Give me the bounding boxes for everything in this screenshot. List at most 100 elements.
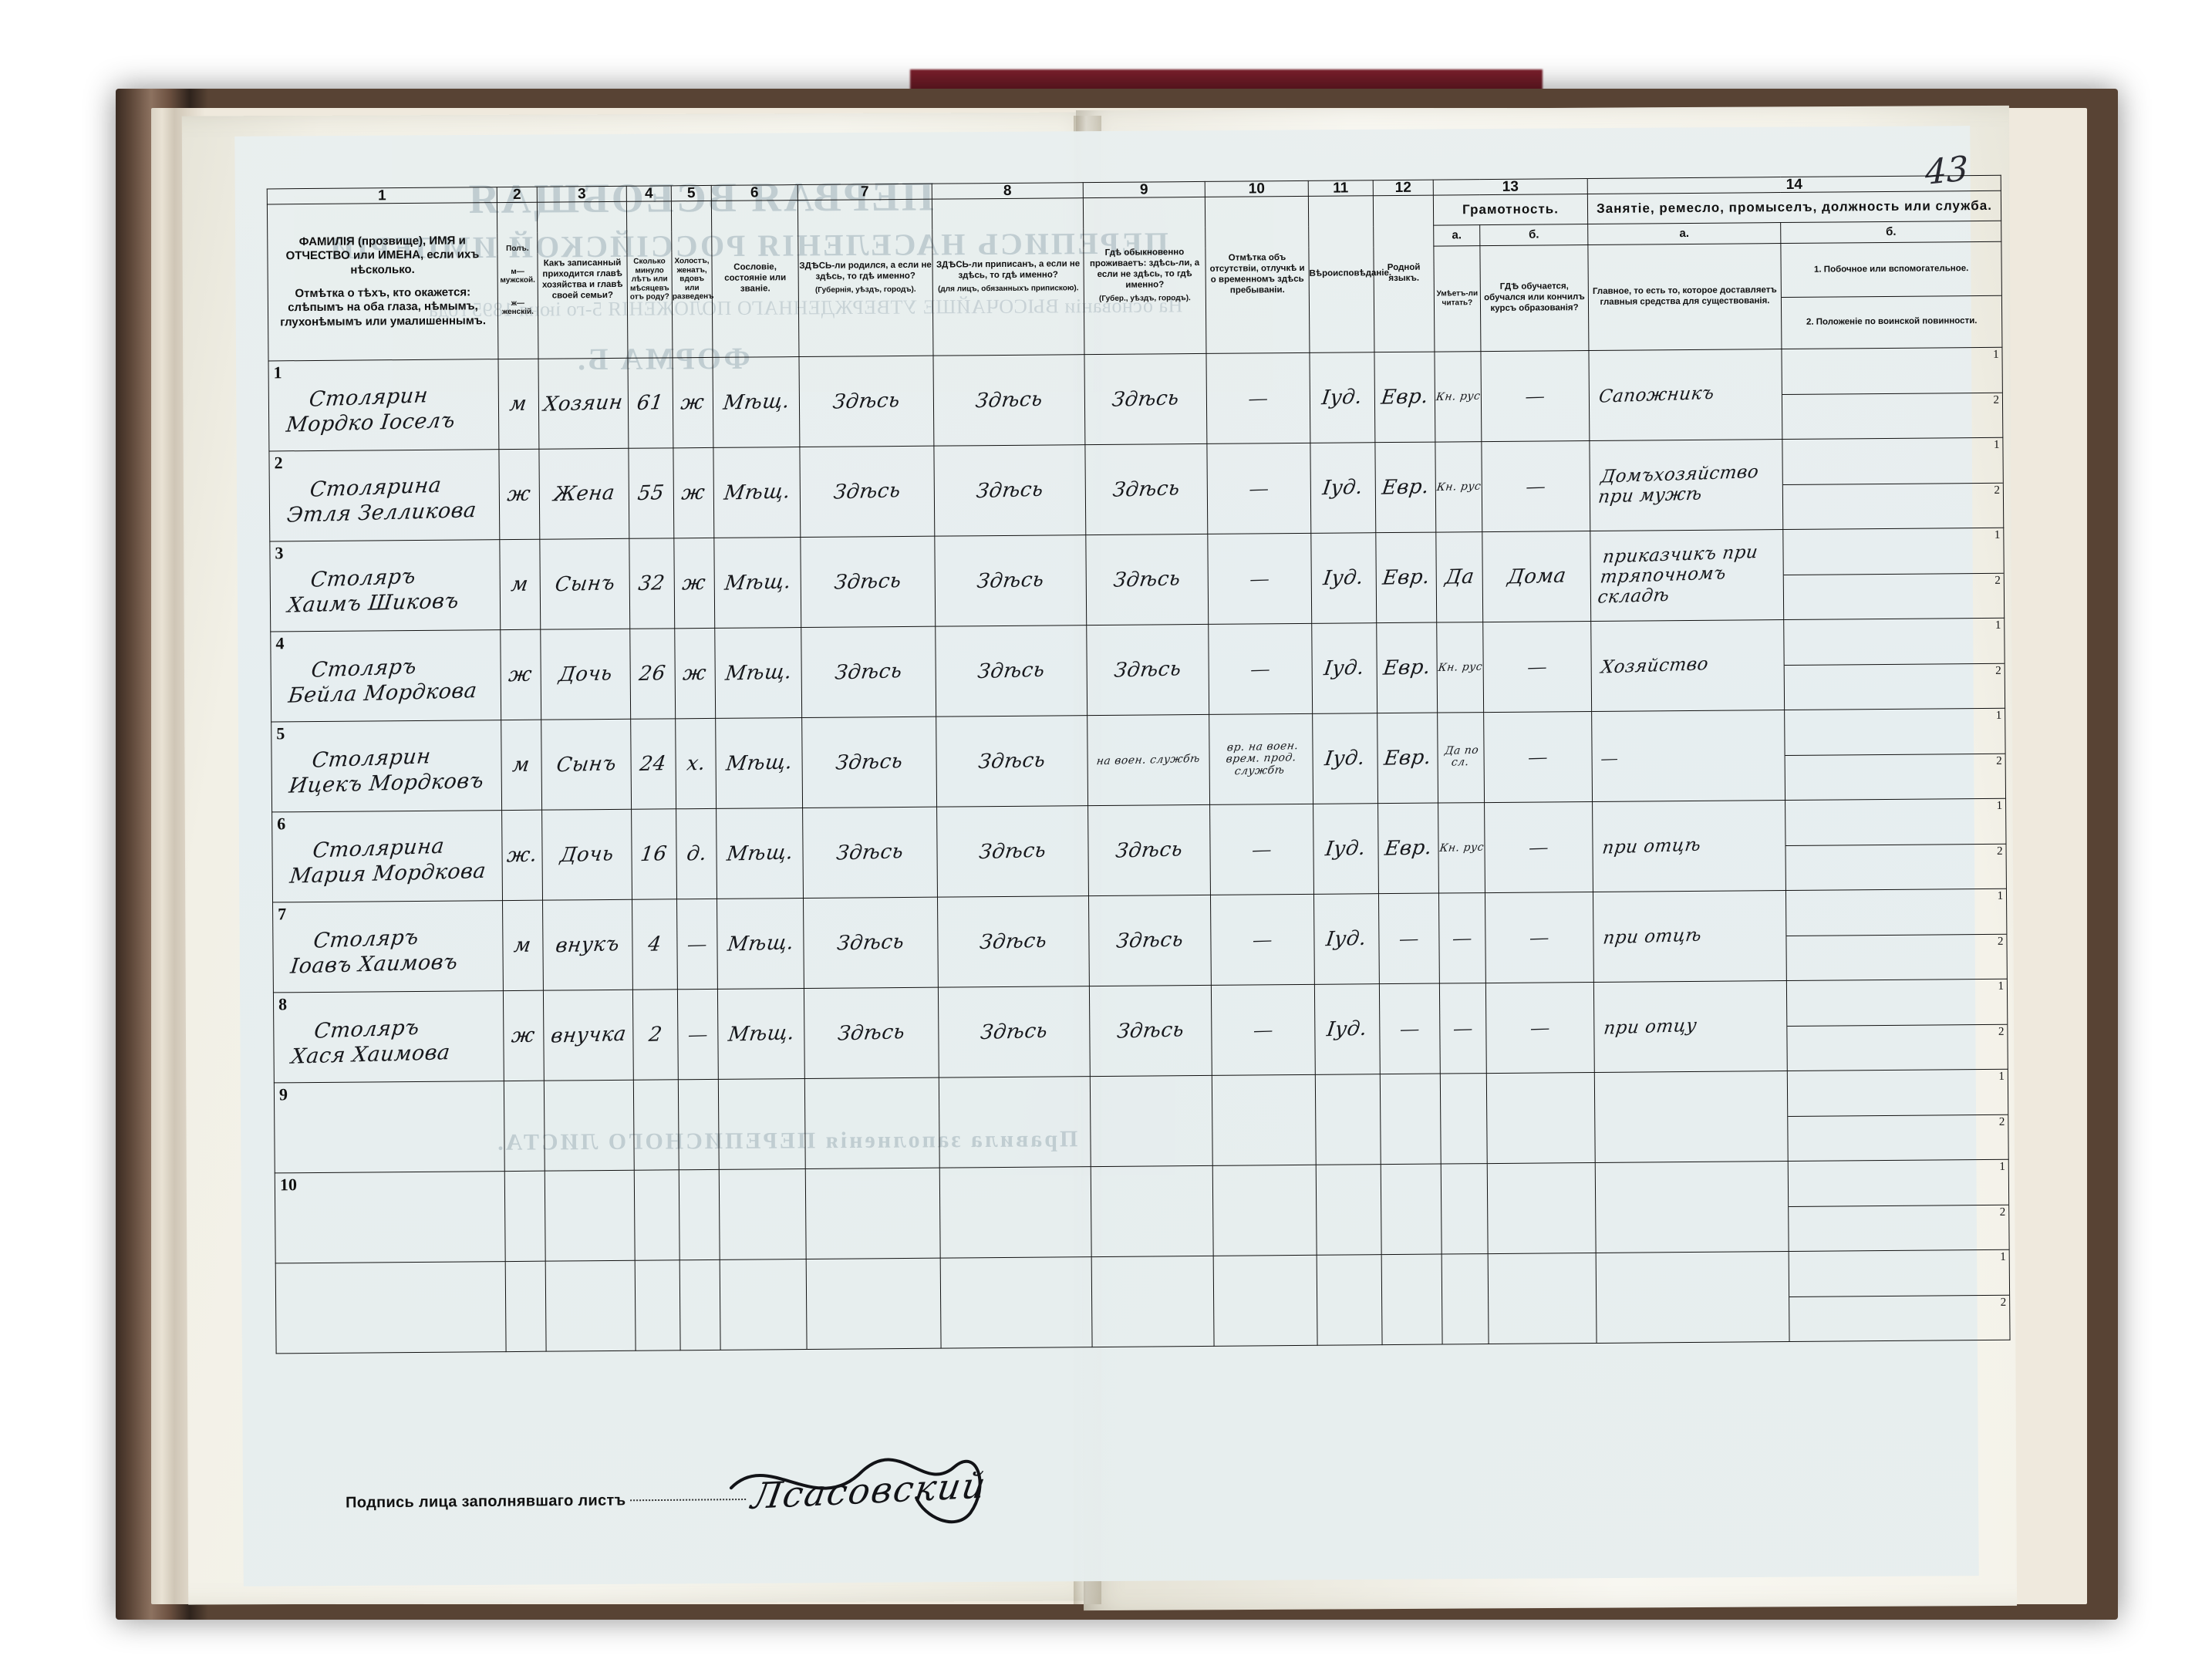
cell-absence-note[interactable]: — (1207, 533, 1312, 625)
cell-sex[interactable]: м (501, 720, 542, 811)
military-status-stripe[interactable]: 2 (1786, 933, 2007, 981)
cell-name[interactable]: 5 Столярин Ицекъ Мордковъ (271, 720, 502, 812)
cell-sex[interactable]: ж (498, 449, 540, 540)
signature-handwriting[interactable]: Лсасовский (749, 1464, 990, 1518)
cell-name[interactable]: 4 Столяръ Бейла Мордкова (270, 629, 501, 722)
cell-registered-place[interactable]: Здѣсь (938, 986, 1091, 1078)
cell-estate[interactable]: Мѣщ. (712, 356, 800, 448)
cell-name[interactable] (275, 1261, 507, 1354)
cell-religion[interactable]: Іуд. (1312, 713, 1378, 804)
military-status-stripe[interactable]: 2 (1789, 1204, 2009, 1251)
cell-literacy-school[interactable]: — (1480, 350, 1590, 442)
cell-literacy-school[interactable] (1486, 1072, 1596, 1164)
cell-absence-note[interactable] (1212, 1074, 1317, 1166)
military-status-stripe[interactable]: 2 (1782, 392, 2003, 440)
table-row[interactable]: 4 Столяръ Бейла Мордкова ж Дочь 26 ж Мѣщ. Здѣсь З… (270, 618, 2005, 722)
cell-marital-status[interactable]: — (676, 899, 718, 990)
cell-age[interactable] (634, 1169, 680, 1261)
cell-literacy-can-read[interactable]: Кн. рус (1434, 351, 1482, 443)
cell-name[interactable]: 9 (274, 1081, 505, 1173)
cell-relation[interactable]: Хозяин (538, 358, 629, 450)
military-status-stripe[interactable]: 2 (1785, 843, 2006, 891)
cell-relation[interactable]: внучка (543, 990, 634, 1081)
cell-language[interactable]: — (1378, 893, 1440, 984)
cell-marital-status[interactable]: ж (673, 538, 715, 629)
cell-birthplace[interactable]: Здѣсь (799, 446, 935, 538)
cell-occupation-main[interactable] (1594, 1071, 1789, 1163)
cell-occupation-main[interactable]: Домъхозяйство при мужѣ (1589, 439, 1783, 531)
cell-name[interactable]: 10 (275, 1171, 506, 1263)
cell-sex[interactable] (504, 1081, 545, 1172)
cell-residence[interactable]: Здѣсь (1084, 443, 1208, 535)
cell-language[interactable]: — (1379, 983, 1441, 1074)
cell-birthplace[interactable] (806, 1258, 942, 1350)
cell-occupation-main[interactable]: Сапожникъ (1588, 349, 1782, 441)
cell-language[interactable]: Евр. (1376, 622, 1438, 713)
cell-occupation-main[interactable]: при отцу (1593, 980, 1788, 1073)
military-status-stripe[interactable]: 2 (1783, 572, 2005, 620)
cell-occupation-main[interactable]: — (1591, 710, 1785, 802)
cell-residence[interactable]: Здѣсь (1085, 534, 1209, 625)
table-row[interactable]: 2 Столярина Этля Зелликова ж Жена 55 ж Мѣщ. Здѣс… (268, 437, 2004, 541)
occupation-side-stripe[interactable]: 1 (1789, 1250, 2009, 1297)
occupation-side-stripe[interactable]: 1 (1783, 528, 2003, 575)
cell-literacy-school[interactable]: — (1482, 621, 1592, 713)
cell-marital-status[interactable] (679, 1259, 721, 1350)
cell-absence-note[interactable]: — (1208, 623, 1313, 715)
cell-age[interactable] (633, 1079, 679, 1171)
cell-residence[interactable] (1090, 1075, 1213, 1167)
cell-sex[interactable]: ж (503, 990, 545, 1081)
occupation-side-stripe[interactable]: 1 (1782, 438, 2002, 484)
cell-residence[interactable]: Здѣсь (1089, 985, 1212, 1077)
cell-religion[interactable]: Іуд. (1313, 803, 1379, 895)
table-row[interactable]: 8 Столяръ Хася Хаимова ж внучка 2 — Мѣщ. Здѣсь Зд… (273, 979, 2008, 1083)
occupation-side-stripe[interactable]: 1 (1788, 1070, 2008, 1116)
cell-birthplace[interactable]: Здѣсь (798, 356, 934, 447)
cell-language[interactable]: Евр. (1375, 532, 1437, 623)
cell-religion[interactable]: Іуд. (1313, 893, 1380, 985)
cell-language[interactable] (1381, 1254, 1443, 1345)
military-status-stripe[interactable]: 2 (1788, 1114, 2008, 1162)
cell-sex[interactable] (505, 1261, 547, 1352)
cell-relation[interactable]: Дочь (540, 629, 631, 720)
cell-name[interactable]: 2 Столярина Этля Зелликова (268, 449, 500, 541)
cell-marital-status[interactable]: д. (676, 808, 717, 899)
cell-birthplace[interactable]: Здѣсь (802, 807, 938, 899)
cell-age[interactable]: 16 (631, 808, 677, 900)
cell-age[interactable]: 26 (629, 628, 676, 720)
military-status-stripe[interactable]: 2 (1782, 482, 2004, 530)
cell-literacy-school[interactable]: — (1484, 801, 1593, 893)
cell-name[interactable]: 8 Столяръ Хася Хаимова (273, 990, 504, 1083)
table-row[interactable]: 5 Столярин Ицекъ Мордковъ м Сынъ 24 х. Мѣщ. Здѣс… (271, 708, 2006, 812)
cell-registered-place[interactable] (939, 1166, 1092, 1259)
cell-occupation-main[interactable]: при отцѣ (1593, 890, 1787, 983)
cell-estate[interactable] (720, 1259, 808, 1350)
cell-age[interactable] (635, 1259, 681, 1351)
cell-name[interactable]: 1 Столярин Мордко Іоселъ (268, 359, 499, 451)
cell-absence-note[interactable]: — (1209, 804, 1314, 895)
cell-birthplace[interactable]: Здѣсь (800, 536, 936, 628)
cell-estate[interactable]: Мѣщ. (715, 717, 803, 809)
cell-literacy-school[interactable] (1487, 1162, 1597, 1254)
cell-language[interactable]: Евр. (1374, 442, 1436, 533)
cell-estate[interactable]: Мѣщ. (716, 808, 804, 899)
cell-marital-status[interactable]: — (677, 989, 719, 1080)
cell-name[interactable]: 7 Столяръ Іоавъ Хаимовъ (272, 900, 504, 993)
cell-sex[interactable]: м (502, 900, 544, 991)
cell-registered-place[interactable]: Здѣсь (937, 895, 1090, 988)
cell-estate[interactable]: Мѣщ. (713, 537, 801, 629)
cell-absence-note[interactable]: — (1206, 443, 1311, 534)
cell-religion[interactable]: Іуд. (1309, 352, 1375, 443)
occupation-side-stripe[interactable]: 1 (1782, 348, 2001, 394)
cell-residence[interactable]: Здѣсь (1086, 624, 1209, 716)
cell-language[interactable]: Евр. (1374, 352, 1435, 443)
cell-sex[interactable]: м (499, 539, 541, 630)
cell-religion[interactable] (1315, 1074, 1381, 1165)
cell-birthplace[interactable]: Здѣсь (801, 717, 937, 808)
cell-residence[interactable] (1091, 1165, 1214, 1257)
